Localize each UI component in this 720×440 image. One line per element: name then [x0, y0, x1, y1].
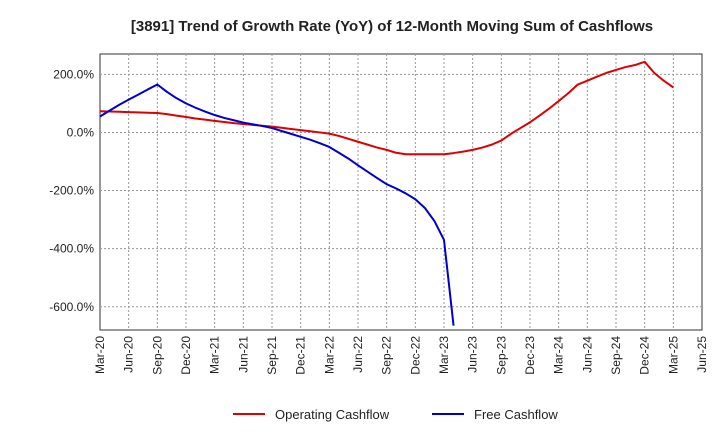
y-tick-label: -200.0%: [49, 184, 94, 198]
x-tick-label: Jun-22: [351, 336, 365, 373]
x-tick-label: Mar-23: [437, 336, 451, 374]
x-tick-label: Mar-20: [93, 336, 107, 374]
chart-title: [3891] Trend of Growth Rate (YoY) of 12-…: [131, 18, 653, 35]
x-tick-label: Jun-25: [695, 336, 709, 373]
x-tick-label: Dec-23: [523, 336, 537, 375]
x-tick-label: Jun-21: [236, 336, 250, 373]
x-tick-label: Jun-23: [466, 336, 480, 373]
x-tick-label: Sep-23: [494, 336, 508, 375]
axis-labels: Mar-20 Jun-20 Sep-20 Dec-20 Mar-21 Jun-21 Sep-…: [49, 67, 709, 374]
legend-label: Operating Cashflow: [275, 407, 390, 422]
x-tick-label: Mar-24: [552, 336, 566, 374]
series-line-operating-cashflow: [99, 60, 674, 156]
y-tick-label: -600.0%: [49, 300, 94, 314]
y-tick-label: -400.0%: [49, 242, 94, 256]
y-tick-label: 0.0%: [67, 125, 95, 139]
x-tick-label: Dec-21: [294, 336, 308, 375]
y-tick-label: 200.0%: [53, 67, 94, 81]
x-tick-label: Dec-22: [408, 336, 422, 375]
series-layer: [99, 60, 674, 326]
x-tick-label: Sep-24: [609, 336, 623, 375]
grid-lines: [100, 54, 702, 330]
x-tick-label: Mar-22: [322, 336, 336, 374]
x-tick-label: Dec-20: [179, 336, 193, 375]
x-tick-label: Sep-22: [380, 336, 394, 375]
x-tick-label: Mar-21: [208, 336, 222, 374]
x-tick-label: Jun-24: [580, 336, 594, 373]
x-tick-label: Jun-20: [122, 336, 136, 373]
x-tick-label: Dec-24: [638, 336, 652, 375]
x-tick-label: Mar-25: [666, 336, 680, 374]
legend: Operating Cashflow Free Cashflow: [233, 407, 558, 422]
series-line-free-cashflow: [99, 83, 455, 326]
x-tick-label: Sep-20: [150, 336, 164, 375]
legend-label: Free Cashflow: [474, 407, 558, 422]
x-tick-label: Sep-21: [265, 336, 279, 375]
